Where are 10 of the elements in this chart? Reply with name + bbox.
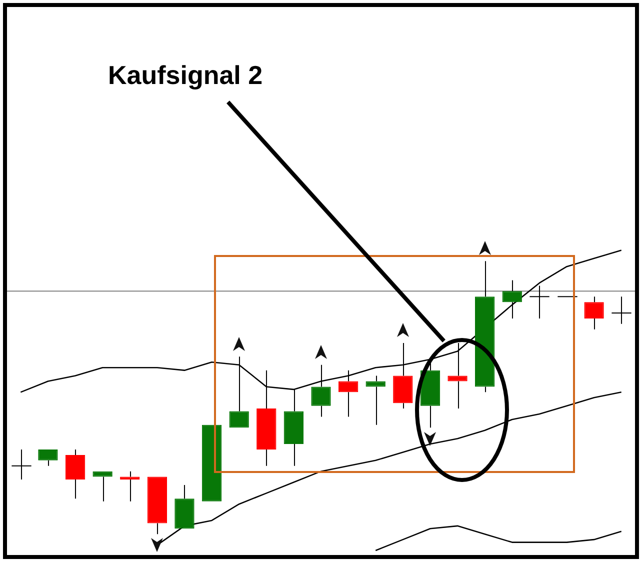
candlestick — [92, 471, 112, 502]
candlestick — [174, 484, 194, 529]
candlestick — [65, 448, 86, 500]
candlestick — [611, 296, 632, 324]
text: Kaufsignal 2 — [108, 60, 263, 91]
candlestick — [529, 285, 550, 319]
candlestick — [11, 448, 32, 480]
candlestick — [502, 280, 522, 319]
candlestick — [38, 449, 58, 466]
candlestick — [420, 362, 440, 428]
